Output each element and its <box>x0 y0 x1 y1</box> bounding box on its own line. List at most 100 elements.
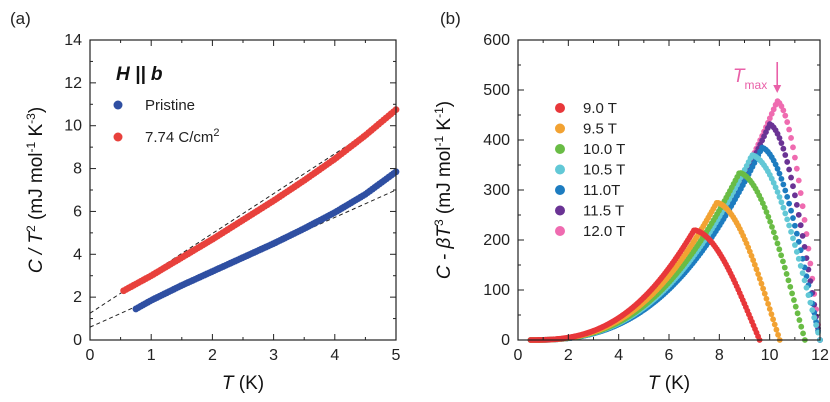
y-axis-label: C - βT3 (mJ mol-1 K-1) <box>432 101 455 279</box>
data-point <box>785 277 792 284</box>
y-tick-label: 14 <box>64 32 82 49</box>
legend-marker <box>555 185 565 195</box>
data-point <box>780 258 786 265</box>
data-point <box>787 283 794 290</box>
x-tick-label: 5 <box>392 347 401 364</box>
data-point <box>770 316 776 323</box>
y-tick-label: 300 <box>483 182 510 199</box>
data-point <box>801 277 808 284</box>
legend-marker <box>555 144 565 154</box>
data-point <box>780 107 787 114</box>
data-point <box>773 326 780 333</box>
series-10.0t <box>527 170 808 343</box>
data-point <box>797 190 804 196</box>
data-point <box>784 216 791 223</box>
data-point <box>807 299 814 306</box>
data-point <box>801 216 808 223</box>
data-point <box>771 321 778 328</box>
legend-label: 11.5 T <box>583 203 624 220</box>
data-point <box>770 229 777 236</box>
x-tick-label: 6 <box>665 347 674 364</box>
legend-label: 7.74 C/cm2 <box>145 127 219 146</box>
field-direction-annotation: H || b <box>116 64 163 85</box>
x-tick-label: 2 <box>564 347 573 364</box>
tmax-arrow-head <box>773 85 782 93</box>
data-point <box>761 290 768 297</box>
data-point <box>792 222 798 229</box>
data-point <box>793 248 800 255</box>
data-point <box>760 285 767 292</box>
data-point <box>792 303 799 310</box>
data-point <box>795 211 802 218</box>
x-tick-label: 8 <box>715 347 724 364</box>
data-point <box>766 115 773 122</box>
legend-label: 10.0 T <box>583 141 625 158</box>
data-point <box>767 218 774 225</box>
series-9.0t <box>527 227 763 343</box>
data-point <box>807 260 814 267</box>
data-point <box>795 238 802 245</box>
series-irradiated <box>120 106 400 295</box>
data-point <box>778 140 785 146</box>
series-9.5t <box>527 199 783 343</box>
legend-marker <box>113 132 123 142</box>
data-point <box>786 126 793 133</box>
data-point <box>782 210 789 217</box>
data-point <box>776 246 783 253</box>
legend-marker <box>113 100 123 110</box>
data-point <box>770 106 777 113</box>
data-point <box>797 222 804 229</box>
x-tick-label: 12 <box>811 347 829 364</box>
data-point <box>792 154 798 161</box>
data-point <box>751 261 758 268</box>
data-point <box>811 314 818 321</box>
x-tick-label: 3 <box>269 347 278 364</box>
data-point <box>790 144 796 151</box>
tmax-annotation: Tmax <box>733 66 767 92</box>
data-point <box>753 266 760 273</box>
legend-label: 9.5 T <box>583 121 617 138</box>
x-tick-label: 10 <box>761 347 779 364</box>
data-point <box>780 181 787 188</box>
x-tick-label: 4 <box>330 347 339 364</box>
y-tick-label: 600 <box>483 32 510 49</box>
legend-label: 10.5 T <box>583 162 625 179</box>
data-point <box>763 209 770 215</box>
series-pristine <box>132 168 400 313</box>
data-point <box>769 224 775 230</box>
legend-label: 11.0T <box>583 182 620 199</box>
data-point <box>805 292 812 299</box>
data-point <box>778 199 785 206</box>
data-point <box>784 159 791 165</box>
legend-marker <box>555 205 565 216</box>
legend-marker <box>555 226 565 236</box>
data-point <box>795 177 802 184</box>
data-point <box>766 306 773 312</box>
data-point <box>776 170 783 177</box>
data-point <box>788 135 794 141</box>
data-point <box>796 317 803 323</box>
data-point <box>748 252 755 259</box>
data-point <box>778 252 785 259</box>
data-point <box>781 264 788 271</box>
x-tick-label: 0 <box>86 347 95 364</box>
data-point <box>794 310 801 317</box>
data-point <box>761 204 768 211</box>
data-point <box>788 174 794 181</box>
data-point <box>786 166 793 173</box>
y-axis-label: C / T2 (mJ mol-1 K-3) <box>24 107 47 273</box>
data-point <box>763 295 770 302</box>
panel-b: (b) 0 2 4 6 8 10 12 0 100 200 300 400 500 600 T (K) C - … <box>432 9 829 394</box>
data-point <box>772 161 779 168</box>
y-tick-label: 400 <box>483 132 510 149</box>
y-tick-label: 4 <box>73 246 82 263</box>
x-tick-label: 0 <box>514 347 523 364</box>
data-point <box>770 179 777 186</box>
data-point <box>799 270 806 276</box>
data-point <box>795 255 802 262</box>
data-point <box>776 135 783 141</box>
data-point <box>768 311 775 318</box>
legend-marker <box>555 103 565 113</box>
data-point <box>783 271 790 277</box>
